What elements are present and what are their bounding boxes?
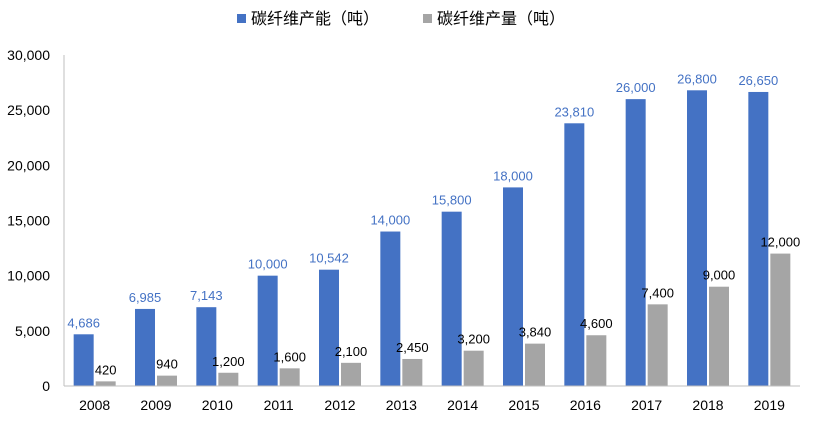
data-label-capacity: 7,143 — [190, 288, 223, 303]
bar-capacity — [319, 269, 339, 386]
bar-capacity — [196, 307, 217, 386]
bar-capacity — [135, 308, 155, 386]
legend-label-capacity: 碳纤维产能（吨） — [251, 10, 379, 28]
y-tick-label: 10,000 — [7, 268, 50, 284]
x-tick-label: 2012 — [324, 397, 355, 413]
bar-capacity — [503, 187, 523, 386]
data-label-production: 1,200 — [212, 354, 245, 369]
data-label-production: 420 — [95, 362, 117, 377]
x-axis: 2008 2009 2010 2011 2012 2013 2014 2015 2016 2017… — [64, 385, 800, 413]
data-label-capacity: 10,542 — [309, 251, 349, 266]
bar-capacity — [625, 99, 646, 386]
x-tick-label: 2018 — [692, 397, 723, 413]
x-tick-label: 2017 — [631, 397, 662, 413]
bar-production — [463, 350, 484, 386]
data-label-production: 1,600 — [273, 349, 306, 364]
data-label-production: 2,100 — [335, 344, 368, 359]
bar-production — [586, 335, 607, 386]
data-label-capacity: 14,000 — [370, 213, 410, 228]
data-label-capacity: 26,000 — [616, 80, 656, 95]
bar-capacity — [748, 91, 769, 386]
data-label-capacity: 23,810 — [554, 104, 594, 119]
data-label-capacity: 6,985 — [129, 290, 162, 305]
bar-production — [279, 368, 300, 386]
x-tick-label: 2015 — [508, 397, 539, 413]
x-tick-label: 2008 — [79, 397, 110, 413]
bar-capacity — [380, 231, 401, 386]
data-label-capacity: 18,000 — [493, 168, 533, 183]
y-tick-label: 30,000 — [7, 47, 50, 63]
data-label-production: 9,000 — [703, 268, 736, 283]
bar-production — [95, 381, 116, 386]
data-label-production: 3,840 — [519, 325, 552, 340]
data-label-production: 4,600 — [580, 316, 613, 331]
bar-capacity — [257, 275, 278, 386]
x-tick-label: 2019 — [754, 397, 785, 413]
bar-production — [341, 362, 361, 386]
bar-capacity — [687, 90, 707, 386]
legend-swatch-production — [423, 14, 432, 23]
data-label-capacity: 4,686 — [67, 315, 100, 330]
legend-label-production: 碳纤维产量（吨） — [437, 10, 565, 28]
legend-swatch-capacity — [237, 14, 246, 23]
y-tick-label: 15,000 — [7, 213, 50, 229]
y-tick-label: 5,000 — [15, 323, 50, 339]
x-tick-label: 2010 — [202, 397, 233, 413]
y-axis: 0 5,000 10,000 15,000 20,000 25,000 30,000 — [7, 47, 65, 394]
x-tick-label: 2009 — [140, 397, 171, 413]
bar-capacity — [441, 211, 462, 386]
x-tick-label: 2011 — [264, 397, 294, 413]
x-tick-label: 2013 — [386, 397, 417, 413]
x-tick-label: 2016 — [570, 397, 601, 413]
y-tick-label: 0 — [42, 378, 50, 394]
bar-production — [770, 253, 791, 386]
data-label-capacity: 15,800 — [432, 193, 472, 208]
bar-production — [647, 304, 668, 386]
legend: 碳纤维产能（吨） 碳纤维产量（吨） — [237, 10, 565, 28]
data-label-production: 12,000 — [760, 235, 800, 250]
data-label-production: 940 — [156, 357, 178, 372]
data-label-capacity: 26,800 — [677, 71, 717, 86]
data-label-production: 7,400 — [641, 285, 674, 300]
bar-production — [525, 343, 545, 386]
bar-production — [709, 286, 729, 386]
y-tick-label: 25,000 — [7, 102, 50, 118]
bar-capacity — [564, 123, 585, 387]
bar-production — [157, 375, 177, 386]
x-tick-label: 2014 — [447, 397, 478, 413]
data-label-production: 3,200 — [457, 332, 490, 347]
bar-capacity — [73, 334, 94, 386]
data-label-capacity: 10,000 — [248, 257, 288, 272]
bars: 4,686 420 6,985 940 7,143 1,200 10,000 1,600 10,… — [67, 71, 800, 387]
bar-production — [218, 372, 239, 386]
y-tick-label: 20,000 — [7, 157, 50, 173]
data-label-production: 2,450 — [396, 340, 429, 355]
data-label-capacity: 26,650 — [738, 73, 778, 88]
bar-production — [402, 358, 423, 386]
